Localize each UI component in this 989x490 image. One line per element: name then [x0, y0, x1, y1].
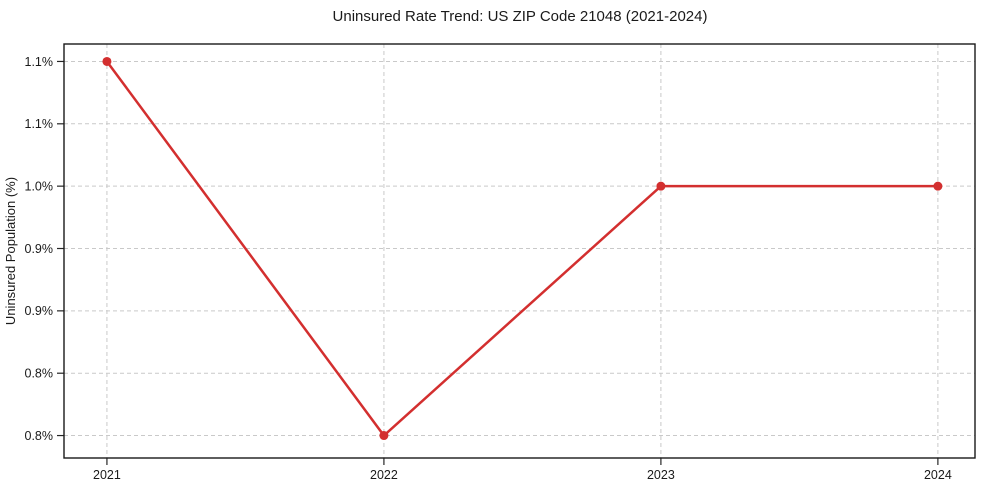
- y-tick-label: 1.1%: [25, 117, 54, 131]
- data-point-2024: [933, 181, 943, 191]
- trend-line: [105, 60, 940, 437]
- y-axis-label: Uninsured Population (%): [3, 177, 18, 325]
- y-tick-label: 0.8%: [25, 367, 54, 381]
- data-point-2022: [379, 431, 389, 441]
- data-point-2023: [656, 181, 666, 191]
- data-point-2021: [102, 56, 112, 66]
- x-tick-label: 2021: [93, 468, 121, 482]
- y-tick-label: 0.9%: [25, 304, 54, 318]
- y-tick-label: 0.9%: [25, 242, 54, 256]
- gridlines: [64, 44, 975, 458]
- y-tick-label: 1.0%: [25, 179, 54, 193]
- x-tick-label: 2023: [647, 468, 675, 482]
- axis-ticks: 1.1% 1.1% 1.0% 0.9% 0.9% 0.8% 0.8% 2021 2022 2023…: [25, 55, 952, 482]
- trend-series: [102, 56, 943, 441]
- x-tick-label: 2022: [370, 468, 398, 482]
- y-tick-label: 0.8%: [25, 429, 54, 443]
- plot-border: [63, 43, 976, 459]
- chart-title: Uninsured Rate Trend: US ZIP Code 21048 …: [333, 8, 708, 25]
- x-tick-label: 2024: [924, 468, 952, 482]
- y-tick-label: 1.1%: [25, 55, 54, 69]
